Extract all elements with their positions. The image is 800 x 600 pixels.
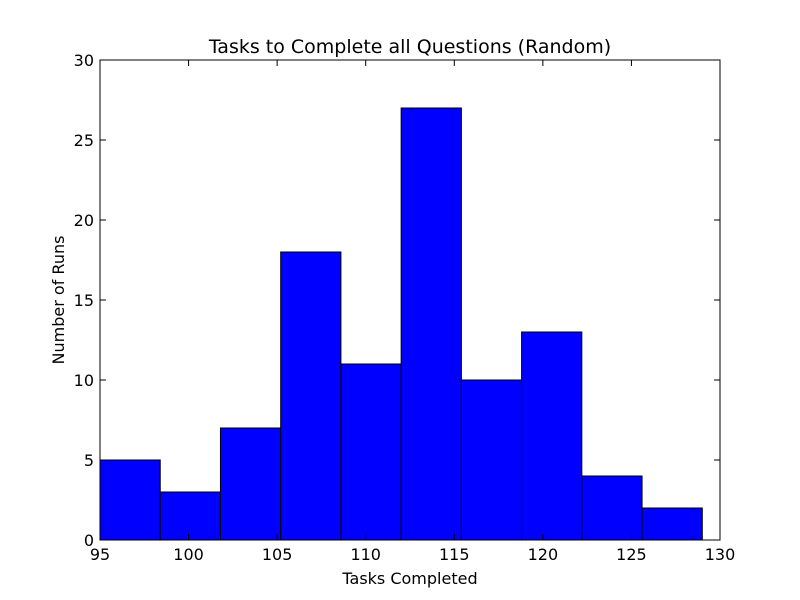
y-tick-label: 0 (84, 531, 94, 550)
x-tick-label: 100 (173, 545, 204, 564)
y-tick-label: 5 (84, 451, 94, 470)
histogram-bar (280, 251, 342, 541)
histogram-bar (641, 507, 703, 541)
histogram-bar (581, 475, 643, 541)
histogram-bar (99, 459, 161, 541)
ticks-group: 95 100 105 110 115 120 125 130 0 5 10 15 20 25 30 (74, 51, 736, 564)
x-tick-label: 115 (439, 545, 470, 564)
y-tick-label: 25 (74, 131, 94, 150)
x-tick-label: 125 (616, 545, 647, 564)
y-tick-label: 30 (74, 51, 94, 70)
histogram-bar (400, 107, 462, 541)
histogram-bar (521, 331, 583, 541)
x-axis-label: Tasks Completed (341, 569, 477, 588)
x-tick-label: 120 (528, 545, 559, 564)
histogram-bar (460, 379, 523, 541)
y-tick-label: 20 (74, 211, 94, 230)
histogram-bar (159, 491, 221, 541)
x-tick-label: 105 (262, 545, 293, 564)
y-axis-label: Number of Runs (49, 236, 68, 365)
bars-group (99, 107, 703, 541)
x-tick-label: 110 (350, 545, 381, 564)
plot-frame (99, 59, 721, 541)
chart-title: Tasks to Complete all Questions (Random) (208, 36, 611, 58)
histogram-bar (219, 427, 282, 541)
x-tick-label: 130 (705, 545, 736, 564)
histogram-bar (340, 363, 402, 541)
y-tick-label: 15 (74, 291, 94, 310)
x-tick-label: 95 (90, 545, 110, 564)
y-tick-label: 10 (74, 371, 94, 390)
